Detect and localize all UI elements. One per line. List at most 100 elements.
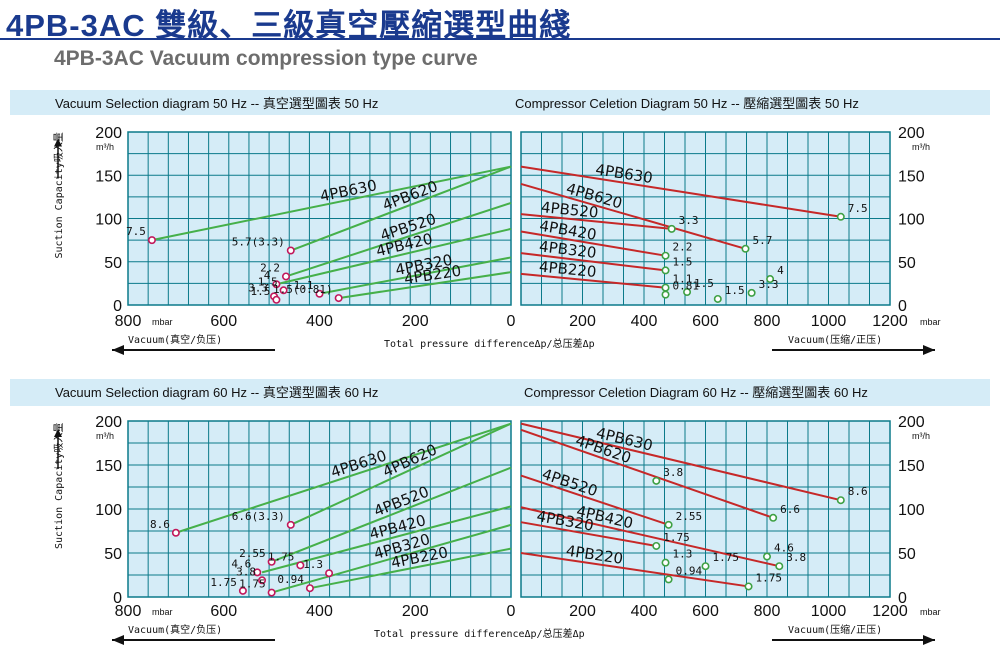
y-tick-label: 200 bbox=[898, 125, 925, 142]
series-line-4pb620 bbox=[290, 422, 512, 526]
vacuum-label: Vacuum(真空/负压) bbox=[128, 623, 222, 636]
data-label: 3.8 bbox=[786, 551, 806, 564]
y-tick-label: 0 bbox=[898, 590, 907, 607]
data-point bbox=[683, 288, 692, 297]
y-axis-label: Suction Capacity吸入量 bbox=[53, 423, 65, 549]
series-line-4pb630 bbox=[520, 165, 841, 218]
series-line-4pb320 bbox=[520, 521, 657, 547]
series-line-4pb420 bbox=[520, 230, 666, 257]
data-label: 3.3 bbox=[248, 281, 268, 294]
arrow-up-icon bbox=[54, 429, 62, 437]
data-label: 2.2 bbox=[673, 241, 693, 254]
y-tick-label: 50 bbox=[104, 255, 122, 272]
chart-title: Compressor Celetion Diagram 60 Hz -- 壓縮選… bbox=[524, 385, 868, 400]
arrow-head-icon bbox=[923, 635, 935, 645]
chart-header-band bbox=[10, 90, 990, 117]
data-point bbox=[661, 283, 670, 292]
chart-header-band bbox=[10, 379, 990, 408]
data-label: 2.55 bbox=[239, 547, 266, 560]
series-line-4pb630 bbox=[520, 422, 842, 502]
x-tick-label: 800 bbox=[754, 313, 781, 330]
x-unit-label: mbar bbox=[152, 317, 173, 327]
series-line-4pb220 bbox=[338, 271, 512, 300]
data-label: 0.94 bbox=[277, 573, 304, 586]
data-point bbox=[836, 212, 845, 221]
page-subtitle: 4PB-3AC Vacuum compression type curve bbox=[54, 47, 478, 70]
data-point bbox=[766, 275, 775, 284]
data-label: 1.5 bbox=[251, 285, 271, 298]
chart-title: Compressor Celetion Diagram 50 Hz -- 壓縮選… bbox=[515, 96, 859, 111]
arrow-head-icon bbox=[112, 345, 124, 355]
y-tick-label: 150 bbox=[95, 168, 122, 185]
data-label: 0.94 bbox=[676, 564, 703, 577]
series-line-4pb220 bbox=[309, 547, 512, 590]
x-tick-label: 600 bbox=[210, 313, 237, 330]
data-point bbox=[664, 520, 673, 529]
series-line-4pb620 bbox=[290, 165, 512, 252]
series-line-4pb620 bbox=[520, 182, 746, 250]
data-point bbox=[744, 582, 753, 591]
series-line-4pb420 bbox=[261, 505, 512, 574]
data-label: 1.5 bbox=[694, 277, 714, 290]
x-tick-label: 0 bbox=[507, 313, 516, 330]
x-tick-label: 800 bbox=[115, 603, 142, 620]
y-unit-label: m³/h bbox=[912, 142, 930, 152]
data-point bbox=[286, 520, 295, 529]
data-label: 8.6 bbox=[150, 518, 170, 531]
data-point bbox=[258, 576, 267, 585]
y-tick-label: 100 bbox=[898, 212, 925, 229]
data-label: 4.6 bbox=[231, 557, 251, 570]
pressure-label: Vacuum(压缩/正压) bbox=[788, 333, 882, 346]
y-tick-label: 100 bbox=[898, 502, 925, 519]
x-axis-label: Total pressure differenceΔp/总压差Δp bbox=[384, 337, 595, 350]
data-point bbox=[281, 272, 290, 281]
data-label: 3.3 bbox=[679, 214, 699, 227]
x-tick-label: 1200 bbox=[872, 603, 908, 620]
data-label: 1.75 bbox=[210, 576, 237, 589]
y-tick-label: 150 bbox=[898, 458, 925, 475]
data-point bbox=[296, 561, 305, 570]
x-tick-label: 800 bbox=[115, 313, 142, 330]
data-label: 6.6 bbox=[780, 503, 800, 516]
x-tick-label: 600 bbox=[692, 313, 719, 330]
data-point bbox=[775, 562, 784, 571]
x-unit-label: mbar bbox=[920, 317, 941, 327]
data-point bbox=[661, 266, 670, 275]
y-tick-label: 100 bbox=[95, 212, 122, 229]
data-point bbox=[661, 251, 670, 260]
x-axis-label: Total pressure differenceΔp/总压差Δp bbox=[374, 627, 585, 640]
x-tick-label: 600 bbox=[692, 603, 719, 620]
x-tick-label: 200 bbox=[402, 313, 429, 330]
data-label: 1.75 bbox=[756, 571, 783, 584]
data-label: 1.5 bbox=[673, 255, 693, 268]
y-tick-label: 0 bbox=[898, 298, 907, 315]
series-line-4pb630 bbox=[175, 422, 512, 534]
vacuum-label: Vacuum(真空/负压) bbox=[128, 333, 222, 346]
x-tick-label: 1000 bbox=[811, 603, 847, 620]
x-unit-label: mbar bbox=[920, 607, 941, 617]
divider bbox=[0, 38, 1000, 40]
y-tick-label: 100 bbox=[95, 502, 122, 519]
x-tick-label: 400 bbox=[631, 603, 658, 620]
data-point bbox=[325, 569, 334, 578]
y-tick-label: 150 bbox=[95, 458, 122, 475]
x-tick-label: 600 bbox=[210, 603, 237, 620]
y-tick-label: 200 bbox=[898, 414, 925, 431]
page-title: 4PB-3AC 雙級、三級真空壓縮選型曲綫 bbox=[6, 8, 572, 43]
data-label: 1.75 bbox=[663, 531, 690, 544]
data-point bbox=[305, 584, 314, 593]
arrow-head-icon bbox=[923, 345, 935, 355]
x-tick-label: 400 bbox=[631, 313, 658, 330]
data-label: 1.3 bbox=[303, 558, 323, 571]
series-line-4pb620 bbox=[520, 428, 774, 519]
data-label: 4 bbox=[264, 269, 271, 282]
arrow-up-icon bbox=[54, 138, 62, 147]
y-tick-label: 200 bbox=[95, 414, 122, 431]
series-label-4pb220: 4PB220 bbox=[538, 258, 597, 281]
y-unit-label: m³/h bbox=[96, 142, 114, 152]
data-label: 5.7 bbox=[752, 234, 772, 247]
x-tick-label: 800 bbox=[754, 603, 781, 620]
data-point bbox=[147, 236, 156, 245]
series-label-4pb520: 4PB520 bbox=[540, 198, 599, 222]
